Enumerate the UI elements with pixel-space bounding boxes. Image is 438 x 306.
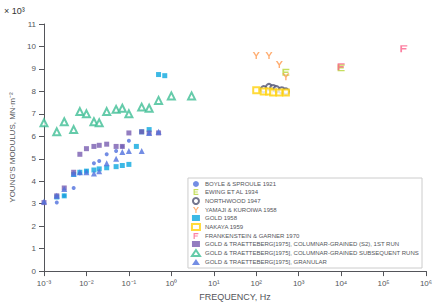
- svg-text:FREQUENCY, Hz: FREQUENCY, Hz: [199, 292, 271, 302]
- svg-text:11: 11: [28, 20, 37, 29]
- svg-text:10⁶: 10⁶: [420, 279, 432, 288]
- svg-text:YAMAJI & KUROIWA 1958: YAMAJI & KUROIWA 1958: [205, 207, 277, 213]
- svg-text:BOYLE & SPROULE 1921: BOYLE & SPROULE 1921: [205, 181, 277, 187]
- svg-text:10⁴: 10⁴: [335, 279, 348, 288]
- svg-text:GOLD 1958: GOLD 1958: [205, 215, 238, 221]
- svg-text:FRANKENSTEIN & GARNER 1970: FRANKENSTEIN & GARNER 1970: [205, 233, 300, 239]
- svg-text:3: 3: [32, 199, 37, 208]
- svg-text:8: 8: [32, 87, 37, 96]
- svg-text:10⁵: 10⁵: [377, 279, 389, 288]
- svg-text:NAKAYA 1959: NAKAYA 1959: [205, 224, 244, 230]
- svg-text:10⁻³: 10⁻³: [37, 279, 52, 288]
- svg-text:6: 6: [32, 132, 37, 141]
- svg-text:10⁻¹: 10⁻¹: [122, 279, 137, 288]
- svg-text:10: 10: [27, 42, 36, 51]
- svg-text:0: 0: [32, 267, 37, 276]
- svg-text:5: 5: [32, 154, 37, 163]
- svg-text:10³: 10³: [293, 279, 305, 288]
- svg-text:EWING ET AL 1934: EWING ET AL 1934: [205, 189, 259, 195]
- svg-text:1: 1: [32, 244, 37, 253]
- svg-text:10⁰: 10⁰: [165, 279, 177, 288]
- svg-text:GOLD & TRAETTEBERG[1975], COLU: GOLD & TRAETTEBERG[1975], COLUMNAR-GRAIN…: [205, 250, 419, 256]
- svg-text:NORTHWOOD 1947: NORTHWOOD 1947: [205, 198, 261, 204]
- svg-text:10¹: 10¹: [208, 279, 220, 288]
- svg-text:7: 7: [32, 109, 37, 118]
- svg-text:4: 4: [32, 177, 37, 186]
- svg-text:2: 2: [32, 222, 37, 231]
- svg-text:GOLD & TRAETTEBERG[1975], GRAN: GOLD & TRAETTEBERG[1975], GRANULAR: [205, 259, 328, 265]
- svg-text:9: 9: [32, 64, 37, 73]
- svg-text:GOLD & TRAETTEBERG[1975], COLU: GOLD & TRAETTEBERG[1975], COLUMNAR-GRAIN…: [205, 241, 399, 247]
- svg-text:10²: 10²: [250, 279, 262, 288]
- svg-text:× 10³: × 10³: [4, 6, 25, 16]
- svg-text:YOUNG'S MODULUS, MN·m⁻²: YOUNG'S MODULUS, MN·m⁻²: [8, 92, 17, 203]
- svg-text:10⁻²: 10⁻²: [79, 279, 94, 288]
